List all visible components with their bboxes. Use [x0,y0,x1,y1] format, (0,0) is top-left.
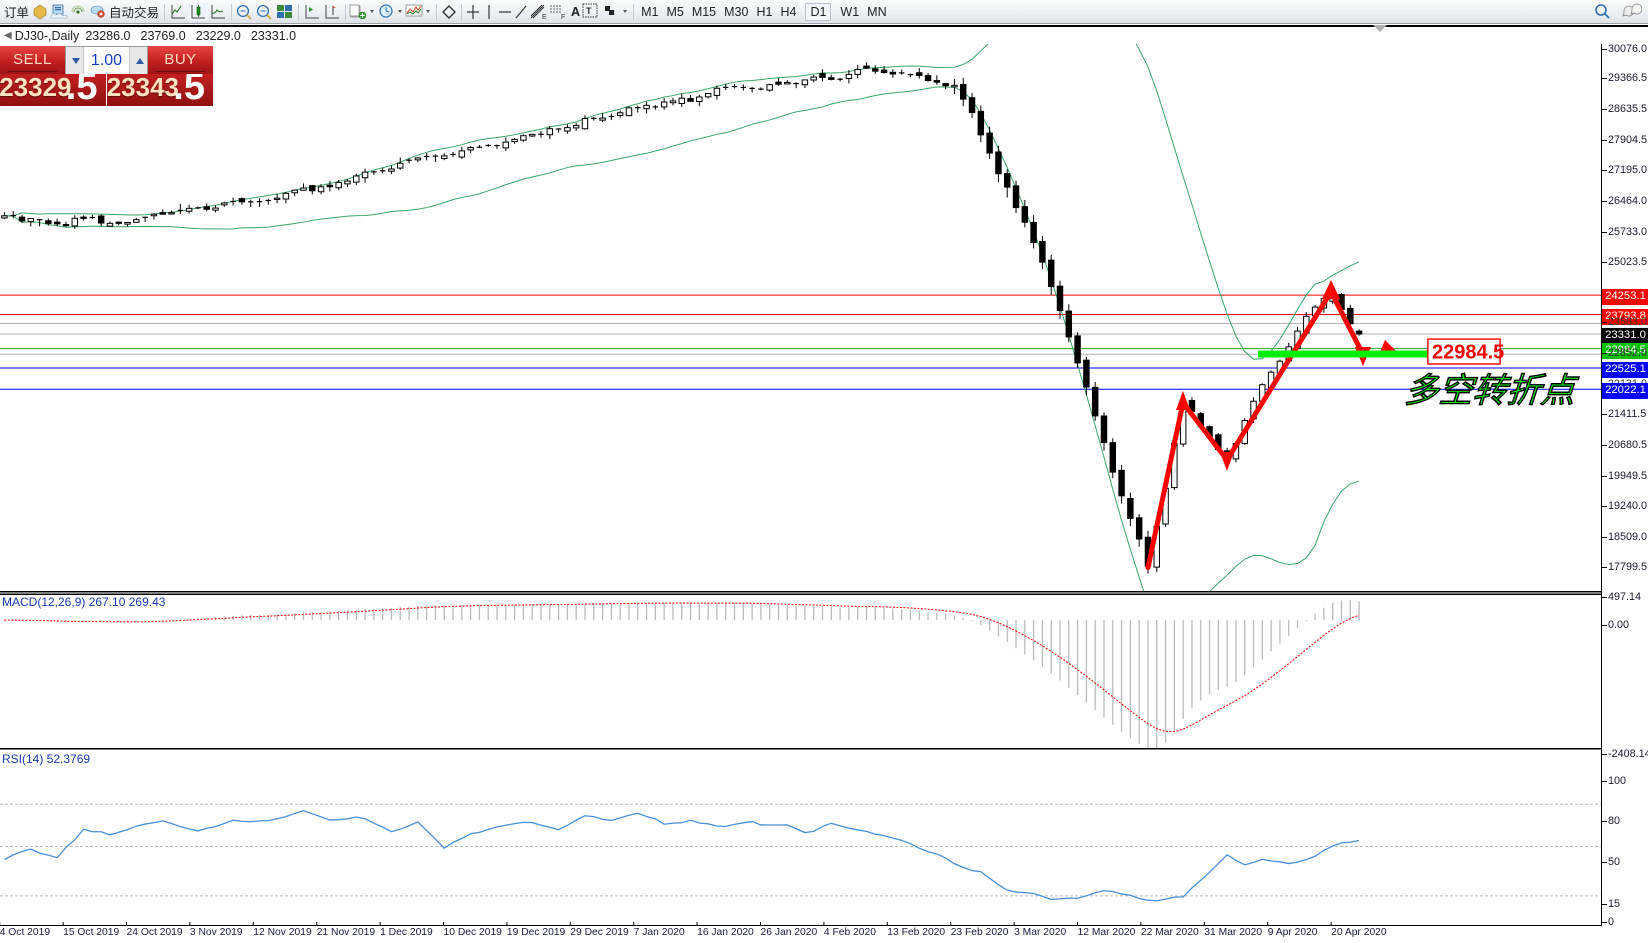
svg-text:E: E [542,14,547,21]
svg-text:多空转折点: 多空转折点 [1401,372,1583,410]
svg-text:F: F [561,14,565,21]
svg-text:22984.5: 22984.5 [1432,342,1504,364]
svg-text:T: T [586,6,592,16]
